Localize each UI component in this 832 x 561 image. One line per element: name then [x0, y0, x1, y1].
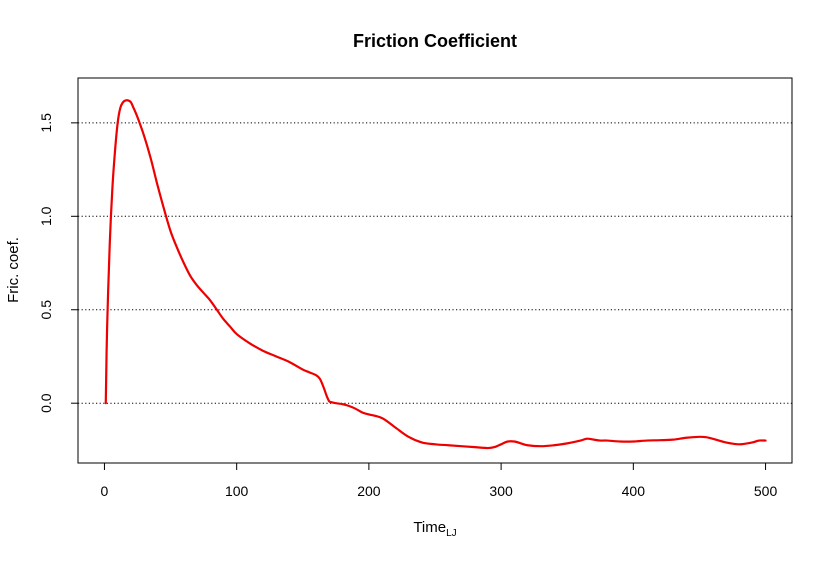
- y-tick-label: 0.5: [38, 300, 54, 320]
- series-layer: [104, 99, 767, 450]
- x-tick-label: 400: [622, 483, 646, 499]
- series-line-friction-coefficient: [104, 99, 767, 450]
- x-axis: 0 100 200 300 400 500: [101, 462, 778, 499]
- y-axis: 0.0 0.5 1.0 1.5: [38, 113, 79, 413]
- grid-lines: [78, 122, 792, 404]
- y-tick-label: 1.0: [38, 206, 54, 226]
- x-tick-label: 200: [357, 483, 381, 499]
- x-tick-label: 500: [754, 483, 778, 499]
- plot-frame: [77, 77, 793, 464]
- y-tick-label: 1.5: [38, 113, 54, 133]
- x-tick-label: 100: [225, 483, 249, 499]
- x-tick-label: 300: [489, 483, 513, 499]
- x-axis-label-main: Time: [413, 519, 446, 536]
- x-axis-label-subscript: LJ: [446, 528, 457, 539]
- x-axis-label: TimeLJ: [413, 519, 456, 539]
- y-tick-label: 0.0: [38, 393, 54, 413]
- chart-title: Friction Coefficient: [353, 31, 517, 51]
- x-tick-label: 0: [101, 483, 109, 499]
- y-axis-label: Fric. coef.: [5, 237, 22, 303]
